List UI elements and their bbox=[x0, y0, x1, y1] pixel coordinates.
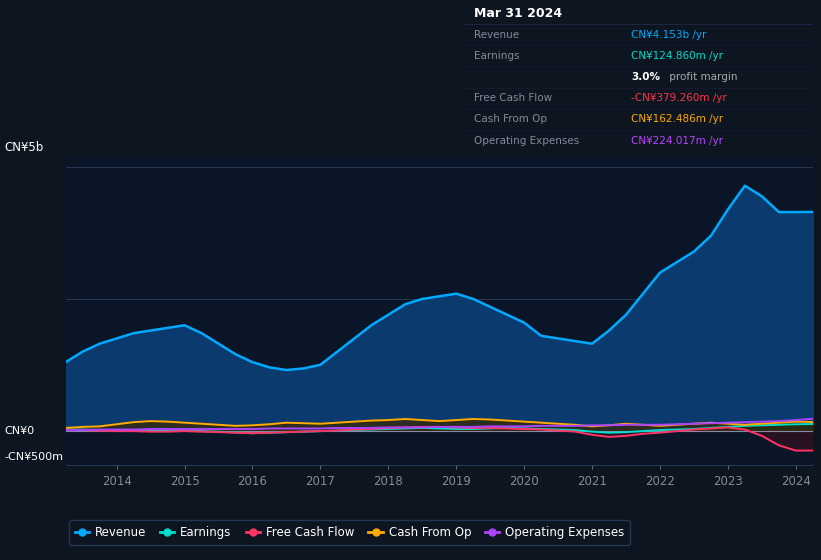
Text: Cash From Op: Cash From Op bbox=[475, 114, 548, 124]
Text: CN¥124.860m /yr: CN¥124.860m /yr bbox=[631, 51, 723, 61]
Text: CN¥4.153b /yr: CN¥4.153b /yr bbox=[631, 30, 707, 40]
Text: Operating Expenses: Operating Expenses bbox=[475, 136, 580, 146]
Text: Earnings: Earnings bbox=[475, 51, 520, 61]
Text: profit margin: profit margin bbox=[667, 72, 738, 82]
Text: CN¥5b: CN¥5b bbox=[4, 141, 44, 154]
Text: 3.0%: 3.0% bbox=[631, 72, 660, 82]
Text: Free Cash Flow: Free Cash Flow bbox=[475, 93, 553, 103]
Text: CN¥0: CN¥0 bbox=[4, 426, 34, 436]
Text: -CN¥500m: -CN¥500m bbox=[4, 452, 63, 462]
Text: CN¥162.486m /yr: CN¥162.486m /yr bbox=[631, 114, 723, 124]
Legend: Revenue, Earnings, Free Cash Flow, Cash From Op, Operating Expenses: Revenue, Earnings, Free Cash Flow, Cash … bbox=[69, 520, 631, 545]
Text: Revenue: Revenue bbox=[475, 30, 520, 40]
Text: -CN¥379.260m /yr: -CN¥379.260m /yr bbox=[631, 93, 727, 103]
Text: Mar 31 2024: Mar 31 2024 bbox=[475, 7, 562, 20]
Text: CN¥224.017m /yr: CN¥224.017m /yr bbox=[631, 136, 723, 146]
